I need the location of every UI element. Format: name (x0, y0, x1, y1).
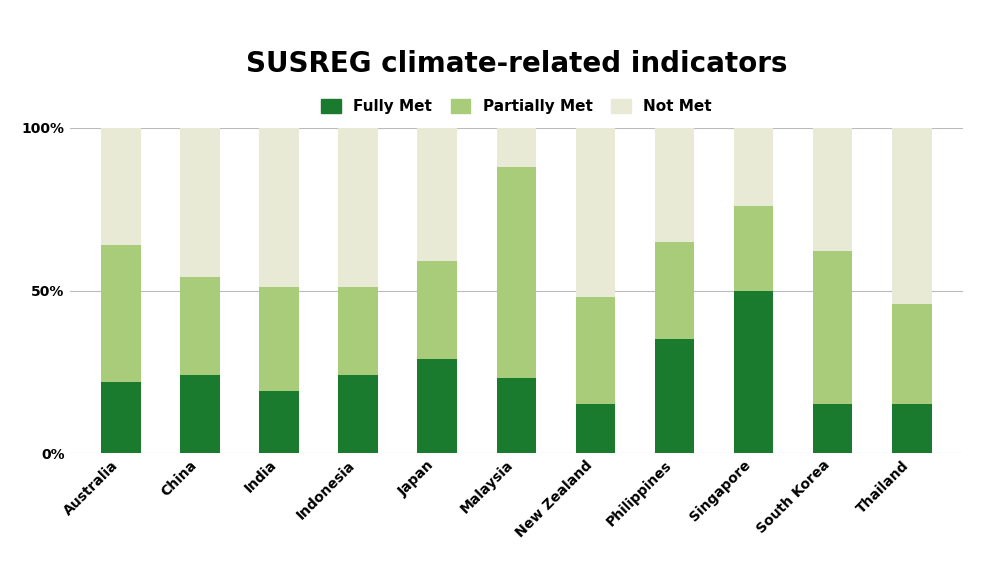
Bar (496, 378, 536, 453)
Title: SUSREG climate-related indicators: SUSREG climate-related indicators (245, 51, 787, 78)
Bar (259, 128, 299, 287)
Bar (181, 278, 219, 375)
Bar (576, 128, 616, 297)
Bar (892, 303, 931, 404)
Bar (496, 167, 536, 378)
Legend: Fully Met, Partially Met, Not Met: Fully Met, Partially Met, Not Met (315, 93, 718, 120)
Bar (496, 128, 536, 167)
Bar (417, 359, 457, 453)
Bar (654, 128, 694, 242)
Bar (576, 297, 616, 404)
Bar (576, 404, 616, 453)
Bar (654, 339, 694, 453)
Bar (339, 375, 378, 453)
Bar (259, 392, 299, 453)
Bar (339, 128, 378, 287)
Bar (101, 382, 141, 453)
Bar (892, 128, 931, 303)
Bar (259, 287, 299, 392)
Bar (813, 128, 852, 252)
Bar (101, 245, 141, 382)
Bar (417, 261, 457, 359)
Bar (813, 252, 852, 404)
Bar (734, 290, 774, 453)
Bar (892, 404, 931, 453)
Bar (813, 404, 852, 453)
Bar (734, 206, 774, 290)
Bar (734, 128, 774, 206)
Bar (181, 128, 219, 278)
Bar (654, 242, 694, 339)
Bar (339, 287, 378, 375)
Bar (181, 375, 219, 453)
Bar (101, 128, 141, 245)
Bar (417, 128, 457, 261)
